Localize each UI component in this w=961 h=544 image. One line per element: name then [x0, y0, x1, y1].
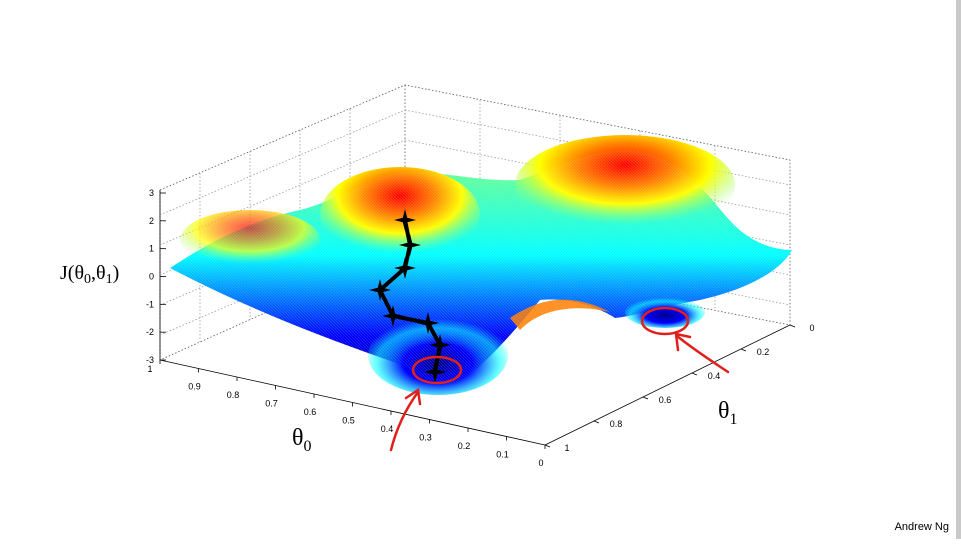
descent-step-marker — [394, 257, 416, 279]
theta0-tick-label: 0.2 — [458, 441, 471, 451]
descent-step-marker — [424, 361, 446, 383]
local-minimum-circle — [640, 306, 690, 336]
theta1-tick-label: 1 — [564, 443, 569, 453]
tick-mark — [691, 372, 698, 376]
theta0-tick-label: 0.7 — [265, 399, 278, 409]
descent-step-marker — [369, 279, 391, 301]
cost-surface — [170, 135, 792, 395]
z-tick-label: 0 — [149, 272, 154, 282]
tick-mark — [544, 444, 551, 448]
theta0-tick-label: 0.9 — [188, 382, 201, 392]
theta0-tick-label: 0.3 — [419, 433, 432, 443]
theta1-tick-label: 0 — [809, 323, 814, 333]
z-tick-label: 1 — [149, 244, 154, 254]
theta1-tick-label: 0.6 — [659, 395, 672, 405]
z-tick-label: 2 — [149, 216, 154, 226]
theta1-tick-label: 0.8 — [610, 419, 623, 429]
theta1-tick-label: 0.2 — [757, 347, 770, 357]
theta0-tick-label: 0.8 — [227, 390, 240, 400]
author-credit: Andrew Ng — [894, 521, 949, 533]
z-tick-label: 3 — [149, 188, 154, 198]
theta0-axis-label: θ0 — [292, 425, 312, 455]
tick-mark — [789, 324, 796, 328]
z-axis-label: J(θ0,θ1) — [60, 262, 120, 287]
descent-step-marker — [382, 305, 404, 327]
z-tick-label: -2 — [146, 327, 154, 337]
descent-step-marker — [417, 312, 439, 334]
theta1-tick-label: 0.4 — [708, 371, 721, 381]
tick-mark — [593, 420, 600, 424]
z-tick-label: -1 — [146, 299, 154, 309]
tick-mark — [642, 396, 649, 400]
theta0-tick-label: 0.1 — [496, 450, 509, 460]
theta1-axis-ticks: 0 0.2 0.4 0.6 0.8 1 — [544, 323, 815, 453]
z-tick-label: -3 — [146, 355, 154, 365]
theta0-tick-label: 0.6 — [304, 407, 317, 417]
tick-mark — [740, 348, 747, 352]
descent-step-marker — [394, 209, 416, 231]
global-minimum-arrow — [389, 387, 422, 452]
global-minimum-circle — [411, 355, 463, 385]
local-minimum-arrow — [674, 332, 730, 374]
annotation-marks — [389, 306, 730, 452]
gradient-descent-path — [369, 209, 451, 383]
theta0-tick-label: 1 — [147, 364, 152, 374]
slide-edge — [956, 0, 961, 539]
theta0-tick-label: 0.4 — [381, 424, 394, 434]
theta0-axis-ticks: 1 0.9 0.8 0.7 0.6 0.5 0.4 0.3 0.2 0.1 0 — [147, 360, 546, 468]
theta0-tick-label: 0.5 — [342, 416, 355, 426]
theta1-axis-label: θ1 — [718, 398, 738, 428]
descent-step-marker — [399, 234, 421, 256]
descent-step-marker — [429, 334, 451, 356]
z-axis-ticks: 3 2 1 0 -1 -2 -3 — [146, 188, 166, 365]
theta0-tick-label: 0 — [538, 458, 543, 468]
